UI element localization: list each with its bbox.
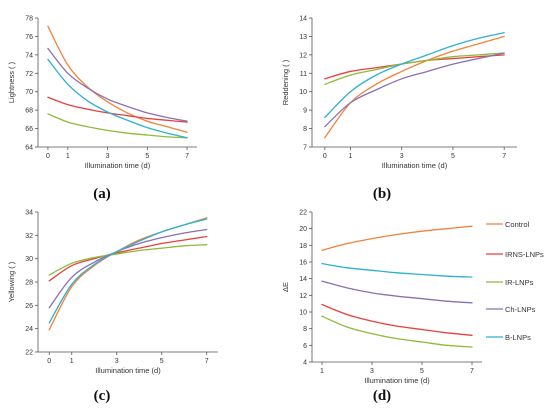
y-tick-label: 72	[25, 71, 33, 78]
series-line-irns-lnps	[48, 235, 208, 282]
y-tick-label: 18	[299, 243, 307, 250]
y-tick-label: 26	[25, 303, 33, 310]
x-tick-label: 0	[46, 153, 50, 160]
legend-label-ir-lnps: IR-LNPs	[505, 278, 534, 287]
x-tick-label: 3	[370, 368, 374, 375]
y-tick-label: 22	[299, 210, 307, 217]
x-tick-label: 1	[66, 153, 70, 160]
y-tick-label: 30	[25, 256, 33, 263]
series-line-b-lnps	[321, 263, 473, 278]
series-line-ch-lnps	[48, 228, 208, 309]
legend-label-control: Control	[505, 220, 530, 229]
y-tick-label: 74	[25, 52, 33, 59]
x-tick-label: 7	[185, 153, 189, 160]
chart-lightness: 64 66 68 70 72 74 76 78 0 1 3 5 7 Illumination time (…	[7, 16, 197, 170]
series-line-b-lnps	[324, 32, 505, 119]
x-tick-label: 7	[470, 368, 474, 375]
x-tick-label: 7	[502, 153, 506, 160]
series-line-ch-lnps	[47, 47, 188, 122]
x-axis-label: Illumination time (d)	[382, 161, 448, 170]
x-tick-label: 3	[400, 153, 404, 160]
y-tick-label: 6	[303, 343, 307, 350]
series-line-control	[47, 25, 188, 133]
legend: Control IRNS-LNPs IR-LNPs Ch-LNPs B-LNPs	[486, 220, 544, 342]
series-line-irns-lnps	[321, 303, 473, 336]
y-tick-label: 10	[299, 89, 307, 96]
x-tick-label: 5	[160, 358, 164, 365]
y-tick-label: 8	[303, 326, 307, 333]
y-tick-label: 32	[25, 233, 33, 240]
y-tick-label: 7	[303, 145, 307, 152]
y-tick-label: 20	[299, 226, 307, 233]
y-tick-label: 12	[299, 52, 307, 59]
legend-label-b-lnps: B-LNPs	[505, 333, 531, 342]
y-axis-label: ΔE	[281, 282, 290, 292]
y-tick-label: 14	[299, 16, 307, 23]
panel-letter-d: (d)	[373, 388, 391, 404]
x-tick-label: 1	[320, 368, 324, 375]
y-tick-label: 70	[25, 89, 33, 96]
legend-label-ch-lnps: Ch-LNPs	[505, 305, 536, 314]
y-tick-label: 28	[25, 280, 33, 287]
x-tick-label: 3	[115, 358, 119, 365]
x-axis-label: Illumination time (d)	[85, 161, 151, 170]
x-tick-label: 5	[145, 153, 149, 160]
x-axis-label: Illumination time (d)	[364, 376, 430, 385]
x-tick-label: 0	[47, 358, 51, 365]
y-tick-label: 76	[25, 34, 33, 41]
x-tick-label: 5	[451, 153, 455, 160]
x-tick-label: 0	[323, 153, 327, 160]
y-tick-label: 78	[25, 16, 33, 23]
x-tick-label: 1	[348, 153, 352, 160]
panel-letter-c: (c)	[94, 388, 111, 404]
y-tick-label: 11	[300, 71, 307, 78]
y-tick-label: 24	[25, 326, 33, 333]
x-tick-label: 1	[70, 358, 74, 365]
x-tick-label: 7	[205, 358, 209, 365]
legend-label-irns-lnps: IRNS-LNPs	[505, 250, 544, 259]
y-tick-label: 13	[299, 34, 307, 41]
y-tick-label: 10	[299, 310, 307, 317]
series-line-ir-lnps	[324, 52, 505, 85]
y-tick-label: 12	[299, 293, 307, 300]
series-line-ir-lnps	[47, 113, 188, 139]
series-line-ch-lnps	[324, 52, 505, 128]
y-tick-label: 64	[25, 145, 33, 152]
series-line-control	[321, 225, 473, 251]
series-line-irns-lnps	[47, 96, 188, 123]
y-axis-label: Yellowing ( )	[7, 261, 16, 302]
chart-yellowing: 22 24 26 28 30 32 34 0 1 3 5 7 Illumination time (d)…	[7, 210, 218, 375]
y-axis-label: Lightness ( )	[7, 61, 16, 103]
panel-letter-b: (b)	[373, 186, 391, 202]
y-tick-label: 4	[303, 360, 307, 367]
x-tick-label: 3	[106, 153, 110, 160]
series-line-b-lnps	[48, 218, 208, 324]
x-tick-label: 5	[420, 368, 424, 375]
y-tick-label: 66	[25, 126, 33, 133]
series-line-ir-lnps	[48, 244, 208, 276]
y-tick-label: 8	[303, 126, 307, 133]
series-line-ch-lnps	[321, 280, 473, 304]
y-tick-label: 68	[25, 108, 33, 115]
y-tick-label: 14	[299, 276, 307, 283]
series-line-b-lnps	[47, 58, 188, 139]
chart-delta-e: 4 6 8 10 12 14 16 18 20 22 1 3 5 7 Illumination time (…	[281, 210, 482, 385]
y-tick-label: 34	[25, 210, 33, 217]
panel-letter-a: (a)	[93, 186, 111, 202]
series-line-ir-lnps	[321, 315, 473, 348]
y-tick-label: 22	[25, 350, 33, 357]
x-axis-label: Illumination time (d)	[95, 366, 161, 375]
y-axis-label: Reddening ( )	[281, 59, 290, 105]
y-tick-label: 16	[299, 260, 307, 267]
y-tick-label: 9	[303, 108, 307, 115]
